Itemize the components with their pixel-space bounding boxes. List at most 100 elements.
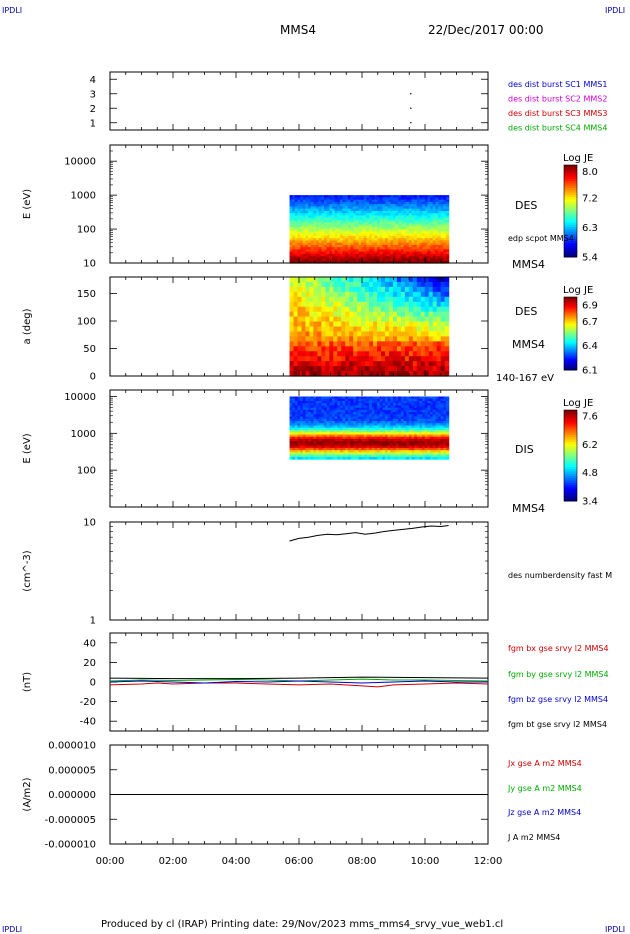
dis-energy-cell — [398, 416, 402, 420]
des-energy-cell — [339, 201, 344, 205]
des-energy-cell — [337, 229, 341, 232]
dis-energy-cell — [379, 405, 383, 409]
panel-1-colorbar-segment — [564, 240, 577, 244]
des-energy-cell — [422, 240, 426, 244]
panel-1-colorbar-segment — [564, 250, 577, 253]
des-pitch-cell — [313, 281, 318, 288]
dis-energy-cell — [379, 432, 383, 436]
des-energy-cell — [366, 251, 370, 255]
des-pitch-cell — [337, 316, 342, 323]
des-energy-cell — [361, 217, 365, 221]
des-energy-cell — [398, 238, 402, 241]
des-energy-cell — [321, 233, 325, 237]
des-energy-cell — [390, 242, 394, 246]
des-pitch-cell — [317, 371, 322, 377]
dis-energy-cell — [363, 421, 368, 424]
dis-energy-cell — [294, 450, 299, 453]
des-pitch-cell — [416, 366, 422, 372]
des-energy-cell — [432, 235, 436, 239]
des-energy-cell — [361, 210, 365, 214]
des-energy-cell — [292, 210, 296, 214]
dis-energy-cell — [350, 427, 354, 431]
panel-3-colorbar-segment — [564, 444, 577, 447]
dis-energy-cell — [350, 416, 354, 420]
des-energy-cell — [313, 244, 317, 248]
des-pitch-cell — [349, 356, 354, 362]
dis-energy-cell — [318, 454, 322, 458]
dis-energy-cell — [382, 400, 386, 404]
des-pitch-cell — [381, 326, 386, 333]
dis-energy-cell — [400, 403, 405, 407]
des-energy-cell — [384, 253, 389, 257]
des-energy-cell — [334, 231, 338, 235]
des-energy-cell — [353, 260, 357, 264]
dis-energy-cell — [313, 405, 317, 409]
des-energy-cell — [384, 229, 389, 232]
dis-energy-cell — [414, 405, 418, 409]
dis-energy-cell — [310, 418, 315, 422]
panel-1-colorbar-segment — [564, 194, 577, 198]
des-pitch-cell — [404, 346, 410, 352]
des-energy-cell — [387, 260, 391, 264]
des-energy-cell — [321, 238, 325, 241]
des-pitch-cell — [392, 281, 398, 288]
dis-energy-cell — [324, 430, 328, 433]
dis-energy-cell — [361, 421, 365, 424]
des-energy-cell — [445, 238, 450, 241]
dis-energy-cell — [324, 445, 328, 449]
des-energy-cell — [408, 204, 413, 208]
dis-energy-cell — [342, 400, 346, 404]
des-energy-cell — [387, 240, 391, 244]
dis-energy-cell — [337, 443, 341, 447]
dis-energy-cell — [390, 441, 394, 445]
dis-energy-cell — [366, 409, 370, 413]
des-pitch-cell — [333, 286, 338, 293]
des-energy-cell — [302, 256, 307, 260]
dis-energy-cell — [337, 434, 341, 438]
des-energy-cell — [406, 249, 410, 253]
des-pitch-cell — [337, 371, 342, 377]
des-energy-cell — [289, 226, 293, 230]
dis-energy-cell — [422, 445, 426, 449]
dis-energy-cell — [350, 412, 354, 415]
dis-energy-cell — [339, 454, 344, 458]
dis-energy-cell — [297, 441, 301, 445]
des-energy-cell — [443, 244, 447, 248]
des-pitch-cell — [404, 356, 410, 362]
panel-3-colorbar-segment — [564, 455, 577, 459]
des-energy-cell — [308, 249, 312, 253]
dis-energy-cell — [374, 423, 378, 427]
des-pitch-cell — [357, 306, 362, 313]
dis-energy-cell — [334, 403, 338, 407]
des-pitch-cell — [301, 366, 307, 372]
des-energy-cell — [331, 208, 336, 212]
dis-energy-cell — [377, 427, 381, 431]
des-energy-cell — [411, 249, 415, 253]
des-energy-cell — [403, 226, 407, 230]
dis-energy-cell — [438, 398, 442, 402]
des-energy-cell — [305, 222, 309, 226]
dis-energy-cell — [297, 432, 301, 436]
panel-2-colorbar-segment — [564, 338, 577, 342]
dis-energy-cell — [305, 398, 309, 402]
des-pitch-cell — [369, 301, 374, 308]
des-energy-cell — [305, 210, 309, 214]
dis-energy-cell — [326, 441, 330, 445]
des-energy-cell — [305, 260, 309, 264]
dis-energy-cell — [329, 454, 333, 458]
des-energy-cell — [353, 213, 357, 217]
dis-energy-cell — [392, 441, 397, 445]
des-pitch-cell — [424, 331, 430, 337]
dis-energy-cell — [440, 452, 444, 456]
des-pitch-cell — [420, 346, 426, 352]
dis-energy-cell — [297, 438, 301, 442]
des-energy-cell — [424, 235, 429, 239]
dis-energy-cell — [305, 438, 309, 442]
dis-energy-cell — [366, 445, 370, 449]
des-energy-cell — [292, 253, 296, 257]
des-pitch-cell — [357, 371, 362, 377]
dis-energy-cell — [366, 396, 370, 400]
des-energy-cell — [363, 258, 368, 262]
dis-energy-cell — [297, 398, 301, 402]
des-energy-cell — [300, 226, 304, 230]
